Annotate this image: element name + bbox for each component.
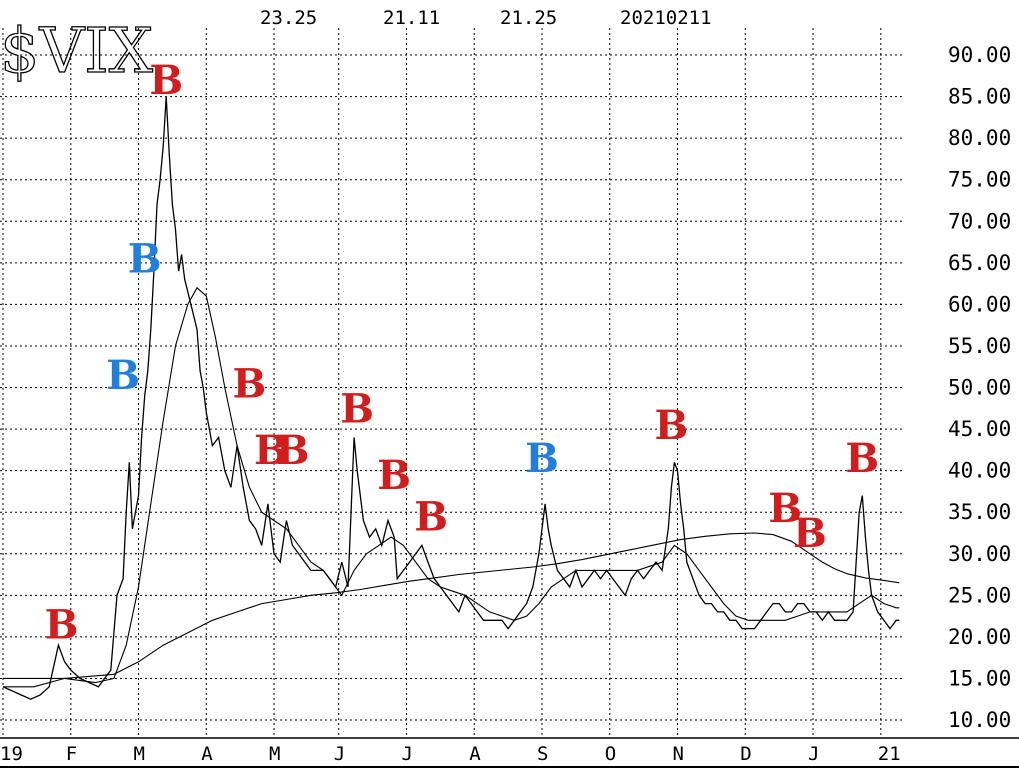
header-date: 20210211 — [620, 7, 712, 29]
signal-marker: B — [845, 435, 879, 482]
x-tick-label: A — [201, 743, 213, 765]
signal-marker: B — [45, 601, 79, 648]
signal-marker: B — [340, 385, 374, 432]
y-tick-label: 40.00 — [948, 459, 1011, 483]
x-tick-label: M — [269, 743, 280, 765]
signal-marker: B — [276, 427, 310, 474]
y-tick-label: 25.00 — [948, 583, 1011, 607]
y-tick-label: 90.00 — [948, 43, 1011, 67]
x-tick-label: F — [66, 743, 77, 765]
long-moving-average-line — [3, 532, 900, 679]
y-axis-labels: 90.00 85.00 80.00 75.00 70.00 65.00 60.00 55.00… — [948, 43, 1011, 732]
signal-marker: B — [149, 57, 183, 104]
y-tick-label: 85.00 — [948, 85, 1011, 109]
y-tick-label: 75.00 — [948, 168, 1011, 192]
header-value-1: 23.25 — [260, 7, 317, 29]
signal-marker: B — [128, 236, 162, 283]
header-value-2: 21.11 — [383, 7, 440, 29]
y-tick-label: 55.00 — [948, 334, 1011, 358]
y-tick-label: 35.00 — [948, 500, 1011, 524]
signal-marker: B — [106, 352, 140, 399]
x-tick-label: J — [401, 743, 412, 765]
signal-marker: B — [525, 435, 559, 482]
signal-marker: B — [768, 485, 802, 532]
x-tick-label: D — [740, 743, 751, 765]
y-tick-label: 30.00 — [948, 542, 1011, 566]
signal-marker: B — [254, 427, 288, 474]
y-tick-label: 50.00 — [948, 376, 1011, 400]
signal-marker: B — [654, 402, 688, 449]
x-tick-label: O — [605, 743, 616, 765]
y-tick-label: 60.00 — [948, 292, 1011, 316]
signal-marker: B — [377, 452, 411, 499]
signal-marker: B — [414, 493, 448, 540]
x-tick-label: 19 — [0, 743, 23, 765]
series-lines — [2, 96, 900, 700]
x-tick-label: J — [808, 743, 819, 765]
x-tick-label: A — [469, 743, 481, 765]
y-tick-label: 45.00 — [948, 417, 1011, 441]
header-value-3: 21.25 — [500, 7, 557, 29]
x-tick-label: J — [334, 743, 345, 765]
y-tick-label: 70.00 — [948, 209, 1011, 233]
signal-marker: B — [793, 510, 827, 557]
x-axis-labels: 19 F M A M J J A S O N D J 21 — [0, 743, 901, 765]
signal-marker: B — [232, 360, 266, 407]
y-tick-label: 80.00 — [948, 126, 1011, 150]
y-tick-label: 15.00 — [948, 666, 1011, 690]
y-tick-label: 10.00 — [948, 708, 1011, 732]
x-tick-label: 21 — [878, 743, 901, 765]
x-tick-label: S — [537, 743, 548, 765]
y-tick-label: 20.00 — [948, 625, 1011, 649]
x-tick-label: M — [134, 743, 145, 765]
short-moving-average-line — [3, 286, 900, 688]
y-tick-label: 65.00 — [948, 251, 1011, 275]
chart-symbol: $VIX — [0, 14, 153, 87]
price-line — [2, 96, 900, 700]
x-tick-label: N — [673, 743, 684, 765]
